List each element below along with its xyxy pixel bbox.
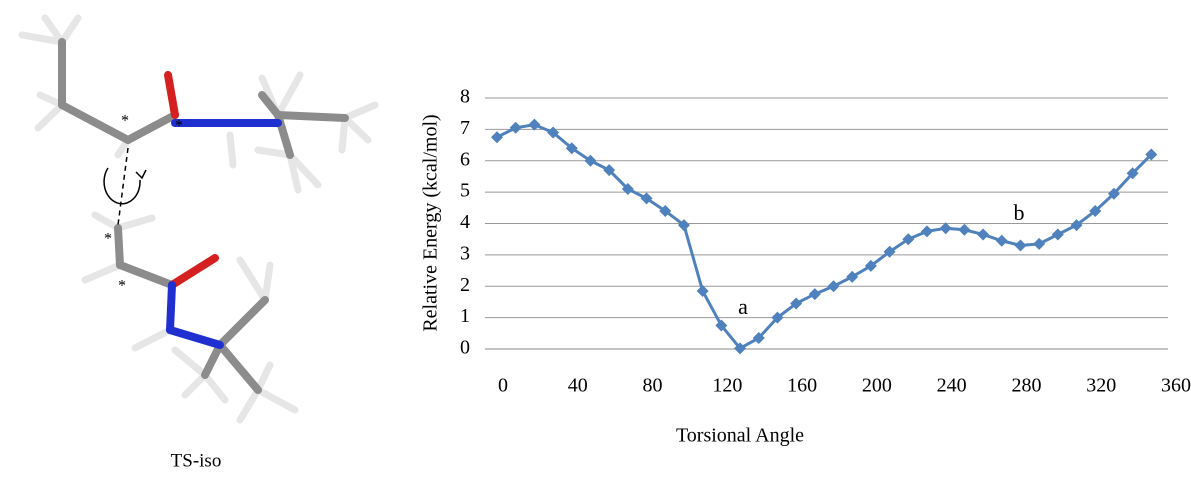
x-axis-title: Torsional Angle xyxy=(676,425,804,447)
data-point xyxy=(828,280,840,292)
annotation: a xyxy=(738,294,748,319)
x-tick-label: 320 xyxy=(1086,375,1116,397)
y-tick-label: 4 xyxy=(460,211,470,233)
y-tick-label: 0 xyxy=(460,337,470,359)
x-tick-label: 0 xyxy=(498,375,508,397)
y-tick-label: 6 xyxy=(460,148,470,170)
y-tick-label: 3 xyxy=(460,242,470,264)
annotation: b xyxy=(1014,200,1025,225)
y-tick-label: 1 xyxy=(460,305,470,327)
data-point xyxy=(510,122,522,134)
molecule xyxy=(22,18,375,420)
data-point xyxy=(921,225,933,237)
figure: * * * * TS-iso Torsional Angle Relative … xyxy=(0,0,1191,495)
y-tick-label: 5 xyxy=(460,180,470,202)
x-tick-label: 120 xyxy=(712,375,742,397)
data-point xyxy=(1033,238,1045,250)
x-tick-label: 160 xyxy=(787,375,817,397)
stereo-mark: * xyxy=(121,113,129,130)
x-tick-label: 200 xyxy=(862,375,892,397)
x-tick-label: 360 xyxy=(1161,375,1191,397)
data-point xyxy=(958,224,970,236)
data-point xyxy=(940,222,952,234)
series-line xyxy=(497,125,1151,349)
x-tick-label: 80 xyxy=(643,375,663,397)
y-tick-label: 8 xyxy=(460,86,470,108)
figure-caption: TS-iso xyxy=(171,450,222,471)
data-point xyxy=(528,119,540,131)
stereo-mark: * xyxy=(104,231,112,248)
data-point xyxy=(977,228,989,240)
data-point xyxy=(491,131,503,143)
x-tick-label: 280 xyxy=(1011,375,1041,397)
stereo-mark: * xyxy=(175,118,183,135)
data-point xyxy=(809,288,821,300)
data-point xyxy=(1052,228,1064,240)
y-axis-title: Relative Energy (kcal/mol) xyxy=(420,114,442,331)
y-tick-label: 2 xyxy=(460,274,470,296)
y-tick-label: 7 xyxy=(460,117,470,139)
data-point xyxy=(1014,239,1026,251)
data-point xyxy=(996,235,1008,247)
x-tick-label: 40 xyxy=(568,375,588,397)
x-tick-label: 240 xyxy=(937,375,967,397)
stereo-mark: * xyxy=(118,278,126,295)
data-point xyxy=(697,285,709,297)
